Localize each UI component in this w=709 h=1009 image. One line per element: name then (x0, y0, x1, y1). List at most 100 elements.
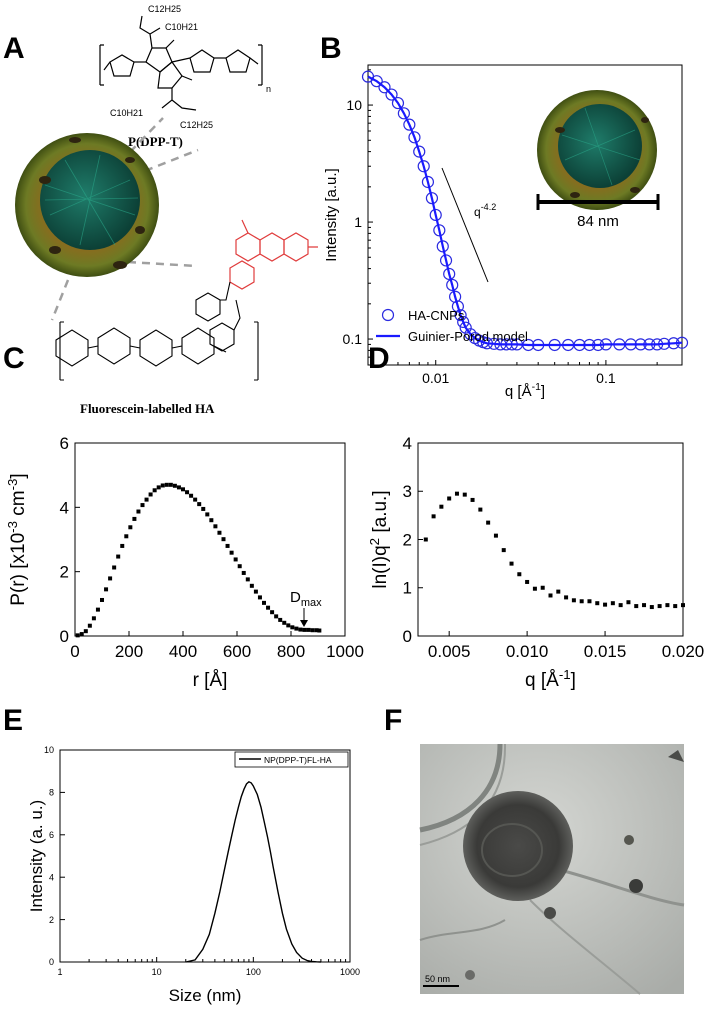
data-point-c (253, 589, 258, 594)
data-point-c (302, 627, 307, 632)
polymer-structure (99, 15, 263, 111)
data-point-c (241, 570, 246, 575)
data-point-d (462, 492, 467, 497)
data-point-b (429, 208, 442, 222)
y-tick-label-c: 6 (60, 434, 69, 453)
data-point-c (148, 492, 153, 497)
x-tick-label-d: 0.010 (506, 642, 549, 661)
legend-label-e-0: NP(DPP-T)FL-HA (264, 755, 332, 765)
panel-label-e: E (3, 704, 23, 737)
y-tick-label-d: 0 (403, 627, 412, 646)
x-tick-label-c: 800 (277, 642, 305, 661)
data-point-b (451, 300, 465, 313)
ha-linker-structure (55, 281, 259, 381)
tem-nanoparticle (463, 791, 573, 901)
data-point-b (403, 118, 416, 131)
data-point-b (385, 88, 398, 101)
data-point-b (433, 224, 446, 237)
x-tick-label-c: 1000 (326, 642, 364, 661)
data-point-b (443, 267, 456, 281)
y-axis-label-b: Intensity [a.u.] (323, 168, 340, 261)
data-point-c (294, 626, 299, 631)
data-point-b (413, 145, 426, 158)
panel-label-c: C (3, 342, 25, 375)
data-point-c (79, 632, 84, 637)
y-tick-label-e: 0 (49, 957, 54, 967)
data-point-d (564, 595, 569, 600)
data-point-d (470, 497, 475, 502)
data-point-c (87, 623, 92, 628)
y-tick-label-d: 1 (403, 579, 412, 598)
inset-scale-bar (536, 194, 660, 210)
panel-a-schematic: C12H25 C10H21 C10H21 C12H25 n P(DPP-T) (15, 4, 318, 416)
y-tick-label-d: 2 (403, 530, 412, 549)
data-point-c (310, 628, 315, 633)
data-point-c (317, 628, 322, 633)
dmax-label: Dmax (290, 589, 322, 609)
data-point-b (446, 278, 459, 292)
panel-label-d: D (368, 342, 390, 375)
tem-scale-label: 50 nm (425, 974, 450, 984)
side-chain-label-2: C10H21 (165, 22, 198, 32)
y-tick-label-c: 2 (60, 563, 69, 582)
x-axis-label-d: q [Å-1] (525, 667, 576, 692)
data-point-b (454, 309, 467, 322)
data-point-c (128, 525, 133, 530)
data-point-c (144, 497, 149, 502)
data-point-c (112, 565, 117, 570)
data-point-b (397, 107, 410, 120)
chart-c: 0 200 400 600 800 1000 0 2 4 6 r [Å] P(r) [x10-3 cm… (5, 434, 364, 691)
side-chain-label-1: C12H25 (148, 4, 181, 14)
polymer-label: P(DPP-T) (128, 134, 183, 149)
data-point-c (229, 550, 234, 555)
y-tick-label-e: 10 (44, 745, 54, 755)
data-point-d (431, 514, 436, 519)
x-axis-label-c: r [Å] (193, 670, 228, 691)
x-tick-label-d: 0.020 (662, 642, 705, 661)
data-point-c (116, 554, 121, 559)
data-point-b (459, 321, 472, 334)
chart-d: 0.005 0.010 0.015 0.020 0 1 2 3 4 q [Å-1] ln(I)q2 … (367, 434, 705, 691)
data-point-c (181, 487, 185, 492)
x-tick-label-c: 600 (223, 642, 251, 661)
y-tick-label-b: 0.1 (343, 331, 363, 347)
data-point-c (205, 512, 210, 517)
data-point-d (525, 579, 530, 584)
data-point-d (493, 533, 498, 538)
data-point-b (464, 328, 477, 341)
data-point-c (95, 607, 100, 612)
data-point-d (587, 599, 592, 604)
data-point-d (447, 496, 452, 501)
legend-box-e (234, 751, 349, 768)
x-tick-label-e: 1 (57, 967, 62, 977)
panel-b-extras: q-4.2 84 nm (441, 90, 660, 283)
data-point-b (425, 192, 439, 205)
data-point-d (556, 589, 561, 594)
panel-label-a: A (3, 32, 25, 65)
data-point-c (213, 524, 218, 529)
data-point-c (278, 617, 283, 622)
data-point-c (249, 583, 254, 588)
data-point-b (378, 81, 391, 94)
data-point-d (579, 599, 584, 604)
side-chain-label-3: C10H21 (110, 108, 143, 118)
data-point-d (610, 601, 615, 606)
x-tick-label-e: 10 (152, 967, 162, 977)
tem-image: 50 nm (419, 743, 685, 995)
y-tick-label-e: 6 (49, 830, 54, 840)
inset-scale-label: 84 nm (577, 213, 619, 230)
data-point-d (681, 603, 685, 608)
data-point-c (266, 605, 271, 610)
plot-frame-c (74, 442, 346, 637)
data-point-c (197, 502, 202, 507)
y-axis-label-c: P(r) [x10-3 cm-3] (5, 473, 30, 605)
data-point-b (439, 254, 453, 267)
data-point-c (124, 534, 129, 539)
data-point-d (509, 561, 514, 566)
slope-line (441, 167, 489, 283)
data-point-c (164, 482, 169, 487)
ha-label: Fluorescein-labelled HA (80, 401, 215, 416)
data-point-c (172, 483, 177, 488)
data-point-c (286, 623, 291, 628)
